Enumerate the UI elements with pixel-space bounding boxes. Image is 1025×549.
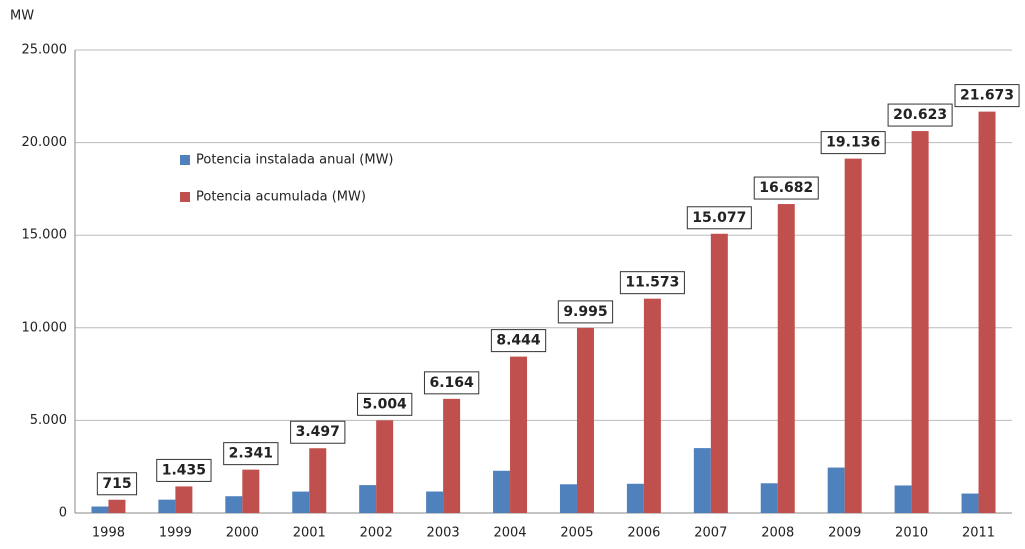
y-tick-label: 5.000	[30, 413, 67, 428]
data-label-box	[820, 131, 886, 155]
x-tick-label: 2006	[627, 526, 660, 541]
bar	[426, 491, 444, 513]
x-tick-label: 2004	[493, 526, 526, 541]
data-label-box	[156, 458, 212, 482]
data-label: 2.341	[229, 446, 273, 462]
y-tick-label: 10.000	[22, 320, 68, 335]
bar	[911, 131, 929, 513]
data-label-box	[490, 329, 547, 353]
legend-swatch	[180, 192, 190, 202]
legend-label: Potencia instalada anual (MW)	[196, 153, 394, 168]
bar	[225, 496, 243, 513]
data-label: 715	[102, 476, 131, 492]
data-label: 11.573	[625, 275, 679, 291]
bar	[158, 499, 176, 513]
x-tick-label: 2003	[427, 526, 460, 541]
bar	[559, 484, 577, 513]
x-tick-label: 2010	[895, 526, 928, 541]
y-tick-label: 25.000	[22, 43, 68, 58]
data-label-box	[423, 371, 480, 395]
x-tick-label: 2011	[962, 526, 995, 541]
data-label-box	[619, 271, 685, 295]
data-label: 6.164	[429, 375, 474, 391]
data-label: 5.004	[363, 396, 408, 412]
data-label: 20.623	[893, 107, 947, 123]
bar	[242, 469, 260, 513]
x-tick-label: 2001	[293, 526, 326, 541]
bar	[643, 298, 661, 513]
data-label-box	[954, 84, 1020, 108]
bar	[978, 111, 996, 514]
bar	[493, 470, 511, 513]
bar	[894, 485, 912, 513]
x-tick-label: 2008	[761, 526, 794, 541]
bar	[777, 204, 795, 513]
y-tick-label: 0	[59, 506, 67, 521]
data-label-box	[223, 442, 279, 466]
data-label-box	[96, 472, 138, 496]
data-label: 1.435	[162, 462, 206, 478]
bar	[626, 483, 644, 513]
y-tick-label: 20.000	[22, 135, 68, 150]
bar	[359, 485, 377, 513]
data-label: 9.995	[563, 304, 607, 320]
data-label: 19.136	[826, 135, 880, 151]
bar	[510, 356, 528, 513]
bar	[309, 448, 327, 513]
bar	[576, 327, 594, 513]
data-label: 3.497	[296, 424, 340, 440]
x-tick-label: 2005	[560, 526, 593, 541]
y-axis-label: MW	[10, 9, 34, 24]
bar	[91, 506, 109, 513]
data-label: 16.682	[759, 180, 813, 196]
legend-label: Potencia acumulada (MW)	[196, 190, 366, 205]
bar	[827, 467, 845, 513]
x-tick-label: 2007	[694, 526, 727, 541]
x-tick-label: 1999	[159, 526, 192, 541]
data-label: 15.077	[692, 210, 746, 226]
bar	[844, 158, 862, 514]
data-label: 21.673	[960, 88, 1014, 104]
bar	[693, 448, 711, 513]
data-label-box	[290, 420, 346, 444]
bar	[710, 233, 728, 513]
bar	[108, 499, 126, 513]
bar	[292, 491, 310, 513]
bar	[175, 486, 193, 513]
x-tick-label: 1998	[92, 526, 125, 541]
legend-swatch	[180, 155, 190, 165]
bar	[443, 398, 461, 513]
data-label: 8.444	[496, 333, 541, 349]
bar	[961, 493, 979, 513]
data-label-box	[686, 206, 752, 230]
x-tick-label: 2000	[226, 526, 259, 541]
bar	[760, 483, 778, 513]
x-tick-label: 2009	[828, 526, 861, 541]
x-tick-label: 2002	[360, 526, 393, 541]
data-label-box	[887, 103, 953, 127]
data-label-box	[557, 300, 614, 324]
bar	[376, 420, 394, 513]
data-label-box	[357, 392, 413, 416]
y-tick-label: 15.000	[22, 228, 68, 243]
data-label-box	[753, 176, 819, 200]
